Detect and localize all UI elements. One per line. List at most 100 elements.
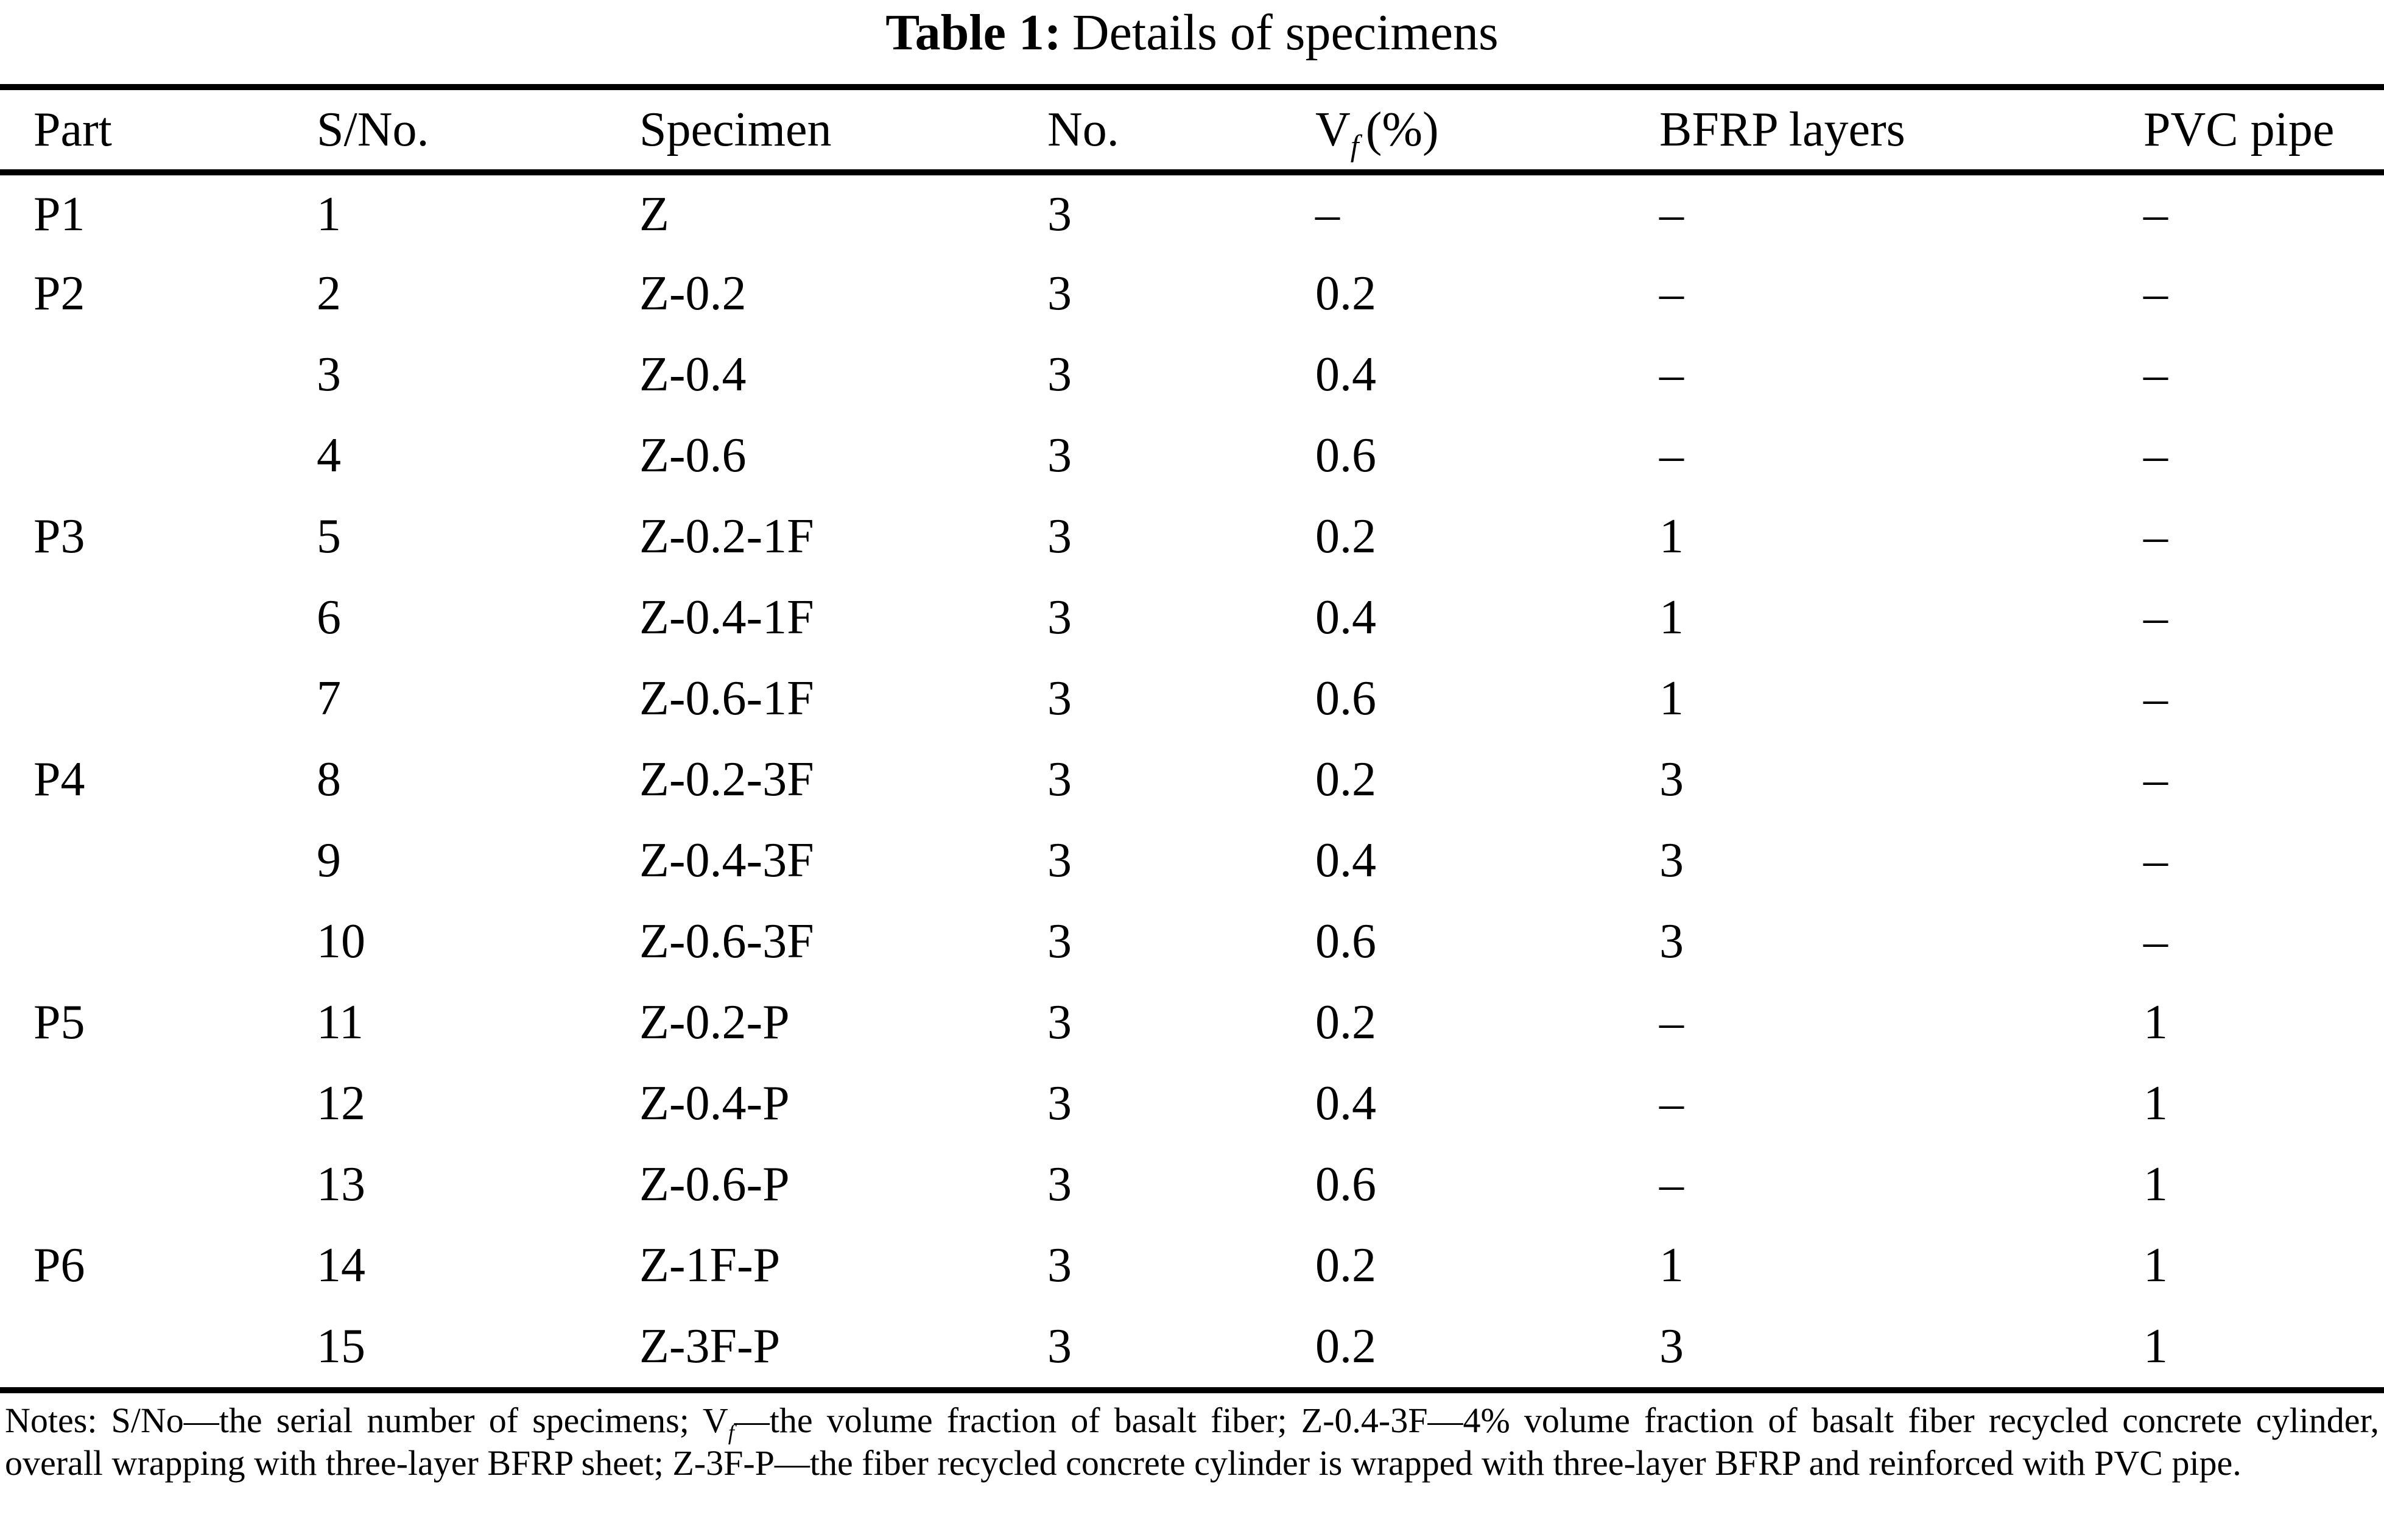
cell-pvc: 1 xyxy=(2143,1158,2168,1211)
notes-vf-subscript: f xyxy=(728,1420,734,1445)
notes-text-prefix: Notes: S/No—the serial number of specime… xyxy=(5,1401,728,1440)
table-row: P1 1 Z 3 – – – xyxy=(0,172,2384,253)
table-row: P5 11 Z-0.2-P 3 0.2 – 1 xyxy=(0,982,2384,1063)
cell-vf: 0.2 xyxy=(1315,996,1376,1049)
table-row: 6 Z-0.4-1F 3 0.4 1 – xyxy=(0,577,2384,658)
cell-part xyxy=(0,658,283,739)
cell-vf: 0.4 xyxy=(1315,348,1376,401)
table-row: 4 Z-0.6 3 0.6 – – xyxy=(0,415,2384,496)
cell-specimen: Z-0.2-3F xyxy=(639,753,814,806)
table-row: P2 2 Z-0.2 3 0.2 – – xyxy=(0,253,2384,334)
cell-no: 3 xyxy=(1047,996,1072,1049)
cell-bfrp: – xyxy=(1659,267,1684,320)
cell-sno: 11 xyxy=(317,996,364,1049)
cell-vf: 0.6 xyxy=(1315,429,1376,482)
cell-pvc: – xyxy=(2143,187,2168,241)
cell-vf: 0.2 xyxy=(1315,267,1376,320)
cell-vf: 0.4 xyxy=(1315,1077,1376,1130)
vf-subscript: f xyxy=(1350,128,1359,163)
cell-specimen: Z-0.6-1F xyxy=(639,672,814,725)
cell-pvc: – xyxy=(2143,267,2168,320)
table-row: 10 Z-0.6-3F 3 0.6 3 – xyxy=(0,901,2384,982)
table-row: 15 Z-3F-P 3 0.2 3 1 xyxy=(0,1306,2384,1387)
cell-specimen: Z-0.6 xyxy=(639,429,747,482)
cell-sno: 10 xyxy=(317,915,365,968)
cell-part xyxy=(0,1063,283,1144)
cell-no: 3 xyxy=(1047,672,1072,725)
table-top-rule xyxy=(0,84,2384,90)
table-notes: Notes: S/No—the serial number of specime… xyxy=(5,1399,2379,1485)
cell-vf: 0.4 xyxy=(1315,834,1376,887)
cell-no: 3 xyxy=(1047,267,1072,320)
cell-specimen: Z-0.4-1F xyxy=(639,591,814,644)
cell-vf: 0.2 xyxy=(1315,1320,1376,1373)
cell-sno: 8 xyxy=(317,753,341,806)
cell-sno: 5 xyxy=(317,510,341,563)
cell-vf: 0.2 xyxy=(1315,1239,1376,1292)
cell-bfrp: – xyxy=(1659,1077,1684,1130)
col-header-sno: S/No. xyxy=(283,90,606,175)
cell-bfrp: – xyxy=(1659,429,1684,482)
cell-bfrp: 1 xyxy=(1659,672,1684,725)
cell-pvc: – xyxy=(2143,429,2168,482)
cell-no: 3 xyxy=(1047,591,1072,644)
cell-no: 3 xyxy=(1047,1158,1072,1211)
cell-bfrp: 3 xyxy=(1659,915,1684,968)
cell-part xyxy=(0,820,283,901)
col-header-bfrp: BFRP layers xyxy=(1626,90,2110,175)
vf-symbol: V xyxy=(1315,102,1351,156)
cell-part: P4 xyxy=(33,753,85,806)
cell-pvc: 1 xyxy=(2143,1077,2168,1130)
cell-bfrp: 1 xyxy=(1659,510,1684,563)
cell-sno: 6 xyxy=(317,591,341,644)
cell-specimen: Z-0.6-3F xyxy=(639,915,814,968)
cell-no: 3 xyxy=(1047,1239,1072,1292)
cell-pvc: – xyxy=(2143,348,2168,401)
cell-bfrp: – xyxy=(1659,1158,1684,1211)
cell-specimen: Z-0.2-1F xyxy=(639,510,814,563)
table-row: 7 Z-0.6-1F 3 0.6 1 – xyxy=(0,658,2384,739)
cell-part xyxy=(0,1144,283,1225)
cell-no: 3 xyxy=(1047,834,1072,887)
col-header-no: No. xyxy=(1014,90,1282,175)
cell-vf: 0.6 xyxy=(1315,672,1376,725)
cell-specimen: Z-0.4-3F xyxy=(639,834,814,887)
cell-no: 3 xyxy=(1047,753,1072,806)
cell-specimen: Z xyxy=(639,187,669,241)
cell-specimen: Z-0.4 xyxy=(639,348,747,401)
cell-pvc: – xyxy=(2143,915,2168,968)
cell-part xyxy=(0,577,283,658)
table-row: 13 Z-0.6-P 3 0.6 – 1 xyxy=(0,1144,2384,1225)
table-caption-label: Table 1: xyxy=(885,4,1061,61)
cell-bfrp: – xyxy=(1659,348,1684,401)
col-header-part: Part xyxy=(0,90,283,175)
table-row: 12 Z-0.4-P 3 0.4 – 1 xyxy=(0,1063,2384,1144)
vf-unit: (%) xyxy=(1365,102,1439,156)
cell-specimen: Z-0.2-P xyxy=(639,996,790,1049)
col-header-pvc: PVC pipe xyxy=(2110,90,2384,175)
cell-pvc: 1 xyxy=(2143,996,2168,1049)
cell-no: 3 xyxy=(1047,429,1072,482)
cell-specimen: Z-0.4-P xyxy=(639,1077,790,1130)
cell-part xyxy=(0,415,283,496)
cell-bfrp: 1 xyxy=(1659,591,1684,644)
cell-specimen: Z-1F-P xyxy=(639,1239,781,1292)
cell-no: 3 xyxy=(1047,348,1072,401)
cell-no: 3 xyxy=(1047,1077,1072,1130)
table-caption-text: Details of specimens xyxy=(1072,4,1499,61)
cell-vf: 0.6 xyxy=(1315,1158,1376,1211)
cell-part: P6 xyxy=(33,1239,85,1292)
cell-sno: 3 xyxy=(317,348,341,401)
table-row: 3 Z-0.4 3 0.4 – – xyxy=(0,334,2384,415)
table-row: P3 5 Z-0.2-1F 3 0.2 1 – xyxy=(0,496,2384,577)
cell-bfrp: 3 xyxy=(1659,834,1684,887)
cell-bfrp: 1 xyxy=(1659,1239,1684,1292)
table-row: 9 Z-0.4-3F 3 0.4 3 – xyxy=(0,820,2384,901)
cell-sno: 14 xyxy=(317,1239,365,1292)
header-row: Part S/No. Specimen No. Vf (%) BFRP layer… xyxy=(0,90,2384,175)
cell-bfrp: 3 xyxy=(1659,753,1684,806)
cell-sno: 12 xyxy=(317,1077,365,1130)
cell-bfrp: 3 xyxy=(1659,1320,1684,1373)
cell-no: 3 xyxy=(1047,510,1072,563)
table-caption: Table 1: Details of specimens xyxy=(0,0,2384,61)
